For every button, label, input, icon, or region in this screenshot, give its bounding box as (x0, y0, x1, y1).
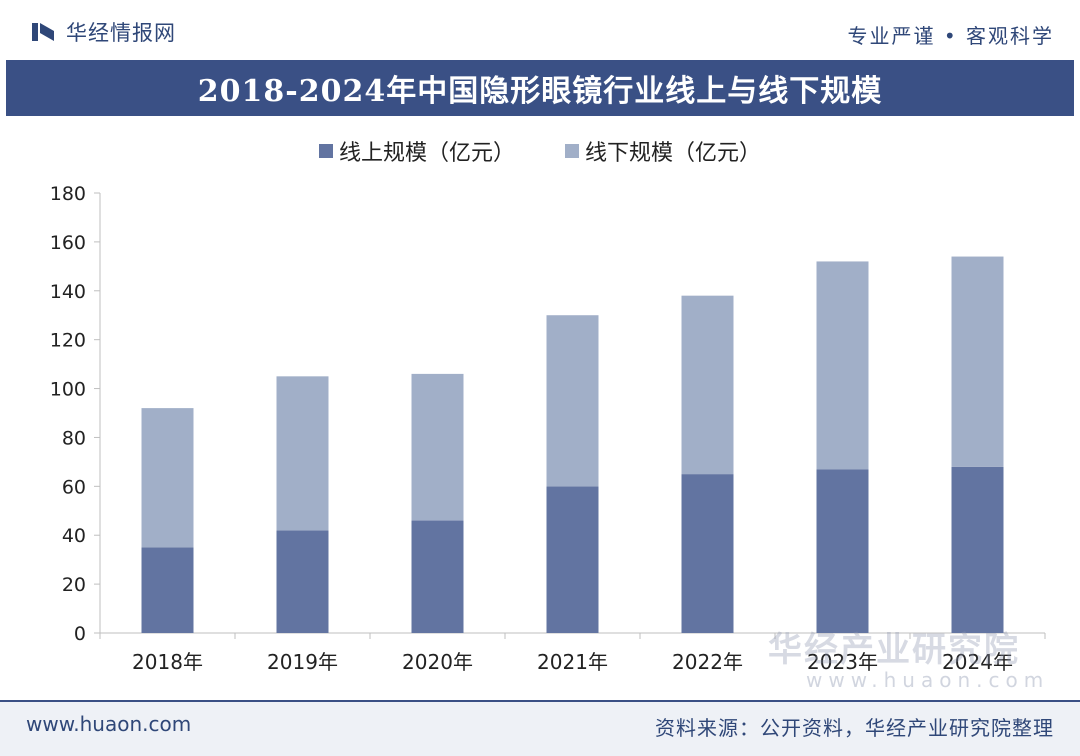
watermark-url: www.huaon.com (806, 668, 1050, 692)
bar-online (276, 530, 329, 633)
y-tick-label: 80 (62, 427, 86, 449)
x-tick-label: 2019年 (267, 650, 338, 674)
bar-online (411, 520, 464, 633)
bar-online (546, 486, 599, 633)
bar-offline (411, 373, 464, 521)
brand-name: 华经情报网 (66, 21, 176, 45)
footer: www.huaon.com 资料来源：公开资料，华经产业研究院整理 (0, 700, 1080, 756)
y-tick-label: 60 (62, 476, 86, 498)
x-tick-label: 2023年 (807, 650, 878, 674)
footer-url-link[interactable]: www.huaon.com (26, 712, 192, 736)
y-tick-label: 20 (62, 574, 86, 596)
bar-offline (141, 408, 194, 548)
bar-online (681, 474, 734, 633)
x-tick-label: 2024年 (942, 650, 1013, 674)
y-tick-label: 180 (50, 183, 86, 205)
bar-online (951, 466, 1004, 633)
stacked-bar-chart: 0 20 40 60 80 100 120 140 160 180 2018年 2019年 2020年 2… (50, 183, 1046, 674)
legend-item-online: 线上规模（亿元） (318, 134, 515, 168)
chart-legend: 线上规模（亿元） 线下规模（亿元） (0, 134, 1080, 168)
x-tick-label: 2021年 (537, 650, 608, 674)
legend-swatch-online (318, 144, 333, 158)
legend-label-online: 线上规模（亿元） (338, 141, 515, 166)
bar-online (141, 547, 194, 633)
bar-offline (816, 261, 869, 470)
bar-offline (951, 256, 1004, 467)
y-tick-label: 100 (50, 379, 86, 401)
bar-offline (681, 295, 734, 475)
legend-item-offline: 线下规模（亿元） (565, 134, 761, 168)
bar-offline (546, 315, 599, 487)
footer-source: 资料来源：公开资料，华经产业研究院整理 (655, 716, 1054, 740)
x-tick-label: 2018年 (132, 650, 203, 674)
slogan: 专业严谨 • 客观科学 (847, 24, 1054, 48)
x-tick-label: 2020年 (402, 650, 473, 674)
top-bar: 华经情报网 专业严谨 • 客观科学 (0, 0, 1080, 60)
title-bar: 2018-2024年中国隐形眼镜行业线上与线下规模 (6, 60, 1074, 116)
bar-offline (276, 376, 329, 531)
y-tick-label: 140 (50, 281, 86, 303)
legend-swatch-offline (565, 144, 579, 158)
y-tick-label: 160 (50, 232, 86, 254)
y-tick-label: 40 (62, 525, 86, 547)
brand[interactable]: 华经情报网 (30, 18, 176, 46)
bar-online (816, 469, 869, 633)
watermark-text: 华经产业研究院 (768, 630, 1020, 670)
y-tick-label: 120 (50, 330, 86, 352)
brand-logo-icon (32, 23, 54, 41)
chart-title: 2018-2024年中国隐形眼镜行业线上与线下规模 (197, 74, 883, 109)
y-tick-label: 0 (74, 623, 86, 645)
legend-label-offline: 线下规模（亿元） (585, 141, 762, 166)
x-tick-label: 2022年 (672, 650, 743, 674)
